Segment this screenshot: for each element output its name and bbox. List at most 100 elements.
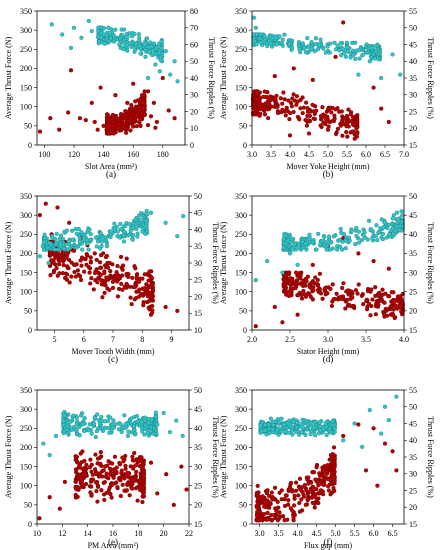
data-point: [104, 117, 110, 122]
data-point: [317, 271, 322, 276]
data-point: [280, 270, 285, 275]
data-point: [282, 422, 287, 427]
data-point: [290, 96, 295, 101]
data-point: [348, 55, 353, 60]
data-point: [114, 270, 119, 275]
data-point: [294, 270, 299, 275]
data-point: [88, 232, 93, 237]
data-point: [111, 418, 116, 423]
data-point: [345, 297, 350, 302]
data-point: [310, 500, 315, 505]
data-point: [313, 419, 318, 425]
data-point: [324, 424, 329, 429]
data-point: [375, 298, 380, 303]
data-point: [347, 288, 352, 293]
y-right-tick-label: 20: [190, 107, 198, 116]
data-point: [141, 300, 146, 305]
data-point: [303, 49, 308, 55]
data-point: [74, 427, 79, 432]
data-point: [168, 72, 173, 77]
data-point: [321, 238, 326, 243]
data-point: [111, 39, 116, 44]
series-ripple: [253, 209, 405, 283]
y-right-axis-title: Thrust Force Ripples (%): [426, 222, 435, 304]
data-point: [153, 414, 158, 419]
data-point: [131, 458, 136, 463]
data-point: [120, 273, 125, 278]
data-point: [390, 226, 395, 231]
y-right-tick-label: 30: [190, 91, 198, 100]
data-point: [365, 307, 370, 312]
y-right-tick-label: 45: [409, 40, 417, 49]
data-point: [384, 313, 390, 318]
panel-label: (f): [324, 537, 333, 547]
y-right-tick-label: 20: [409, 124, 417, 133]
data-point: [369, 303, 374, 309]
data-point: [302, 283, 307, 288]
data-point: [286, 41, 291, 47]
data-point: [277, 510, 282, 515]
data-point: [345, 44, 350, 49]
data-point: [140, 93, 145, 98]
data-point: [287, 133, 293, 138]
data-point: [89, 29, 94, 34]
data-point: [338, 244, 343, 249]
data-point: [254, 97, 259, 102]
x-tick-label: 6.5: [380, 150, 390, 159]
data-point: [390, 216, 395, 221]
y-left-tick-label: 200: [235, 249, 247, 258]
data-point: [124, 256, 129, 261]
data-point: [380, 231, 386, 237]
data-point: [270, 427, 275, 432]
data-point: [77, 433, 82, 438]
data-point: [332, 465, 337, 470]
data-point: [128, 128, 133, 133]
data-point: [351, 122, 356, 127]
data-point: [73, 479, 78, 484]
y-right-tick-label: 40: [409, 436, 417, 445]
data-point: [255, 483, 260, 488]
data-point: [79, 460, 84, 465]
data-point: [135, 234, 140, 239]
y-left-tick-label: 350: [20, 7, 32, 16]
data-point: [88, 457, 93, 462]
data-point: [309, 46, 314, 52]
data-point: [325, 243, 330, 248]
data-point: [375, 483, 380, 488]
data-point: [307, 113, 312, 118]
data-point: [153, 125, 158, 130]
data-point: [161, 410, 166, 416]
y-right-tick-label: 15: [409, 520, 417, 529]
data-point: [305, 491, 310, 496]
data-point: [48, 242, 53, 247]
data-point: [341, 281, 346, 286]
data-point: [102, 41, 107, 46]
data-point: [292, 503, 297, 508]
data-point: [258, 40, 263, 45]
data-point: [296, 493, 301, 498]
data-point: [134, 108, 139, 113]
y-right-tick-label: 40: [409, 57, 417, 66]
data-point: [271, 512, 277, 518]
data-point: [373, 49, 378, 54]
data-point: [262, 504, 267, 509]
data-point: [102, 271, 107, 276]
data-point: [302, 45, 307, 51]
data-point: [41, 441, 46, 446]
data-point: [104, 253, 109, 259]
data-point: [132, 31, 137, 37]
y-right-tick-label: 10: [190, 124, 198, 133]
data-point: [79, 230, 84, 235]
data-point: [303, 502, 308, 507]
x-axis-title: Mover Tooth Width (mm): [71, 347, 154, 356]
y-left-tick-label: 250: [235, 424, 247, 433]
y-left-tick-label: 0: [243, 326, 247, 335]
data-point: [320, 296, 325, 301]
data-point: [280, 101, 285, 106]
data-point: [312, 116, 317, 122]
data-point: [94, 480, 99, 485]
data-point: [117, 460, 122, 466]
data-point: [329, 472, 334, 477]
data-point: [142, 42, 147, 47]
y-right-tick-label: 45: [409, 211, 417, 220]
